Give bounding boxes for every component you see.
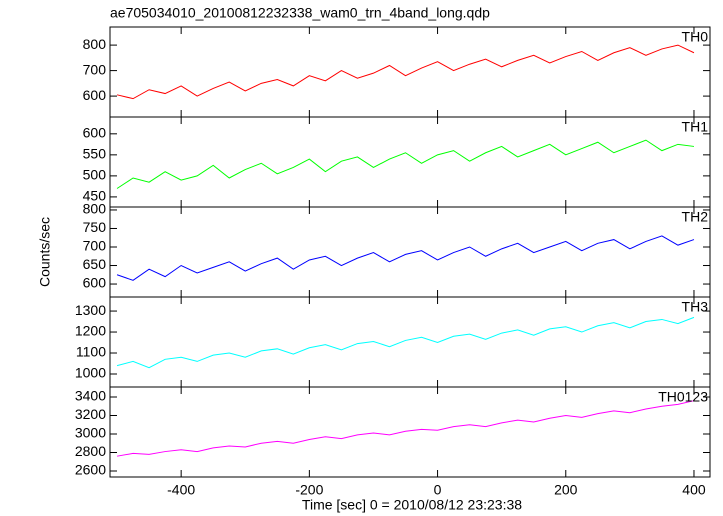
title: ae705034010_20100812232338_wam0_trn_4ban… — [110, 5, 490, 21]
y-tick-label: 2800 — [75, 443, 106, 459]
panel-frame — [109, 116, 711, 208]
y-tick-label: 3000 — [75, 425, 106, 441]
y-tick-label: 1100 — [76, 344, 106, 360]
series-label: TH1 — [682, 119, 709, 135]
y-tick-label: 500 — [83, 167, 107, 183]
x-tick-label: -400 — [167, 482, 195, 498]
y-tick-label: 800 — [83, 36, 107, 52]
series-line — [116, 44, 695, 100]
panel-frame — [109, 386, 711, 478]
x-tick-label: 400 — [682, 482, 706, 498]
series-label: TH2 — [682, 209, 709, 225]
y-tick-label: 3400 — [75, 388, 106, 404]
panel-frame — [109, 26, 711, 118]
series-line — [116, 400, 695, 457]
series-label: TH0 — [682, 29, 709, 45]
y-tick-label: 1300 — [75, 302, 106, 318]
y-tick-label: 600 — [83, 87, 107, 103]
x-axis-label: Time [sec] 0 = 2010/08/12 23:23:38 — [302, 497, 522, 513]
series-line — [116, 139, 695, 189]
y-tick-label: 2600 — [75, 462, 106, 478]
y-tick-label: 600 — [83, 125, 107, 141]
series-line — [116, 235, 695, 281]
y-tick-label: 1000 — [75, 365, 106, 381]
y-tick-label: 600 — [83, 275, 107, 291]
y-tick-label: 1200 — [75, 323, 106, 339]
y-tick-label: 700 — [83, 238, 107, 254]
x-tick-label: -200 — [295, 482, 323, 498]
y-tick-label: 450 — [83, 188, 107, 204]
y-axis-label: Counts/sec — [37, 217, 53, 287]
series-line — [116, 316, 695, 369]
y-tick-label: 750 — [83, 219, 107, 235]
y-tick-label: 650 — [83, 256, 107, 272]
x-tick-label: 0 — [434, 482, 442, 498]
panel-frame — [109, 206, 711, 298]
panel-frame — [109, 296, 711, 388]
y-tick-label: 3200 — [75, 406, 106, 422]
y-tick-label: 550 — [83, 146, 107, 162]
series-label: TH0123 — [658, 389, 708, 405]
series-label: TH3 — [682, 299, 709, 315]
y-tick-label: 700 — [83, 61, 107, 77]
y-tick-label: 800 — [83, 201, 107, 217]
x-tick-label: 200 — [554, 482, 578, 498]
